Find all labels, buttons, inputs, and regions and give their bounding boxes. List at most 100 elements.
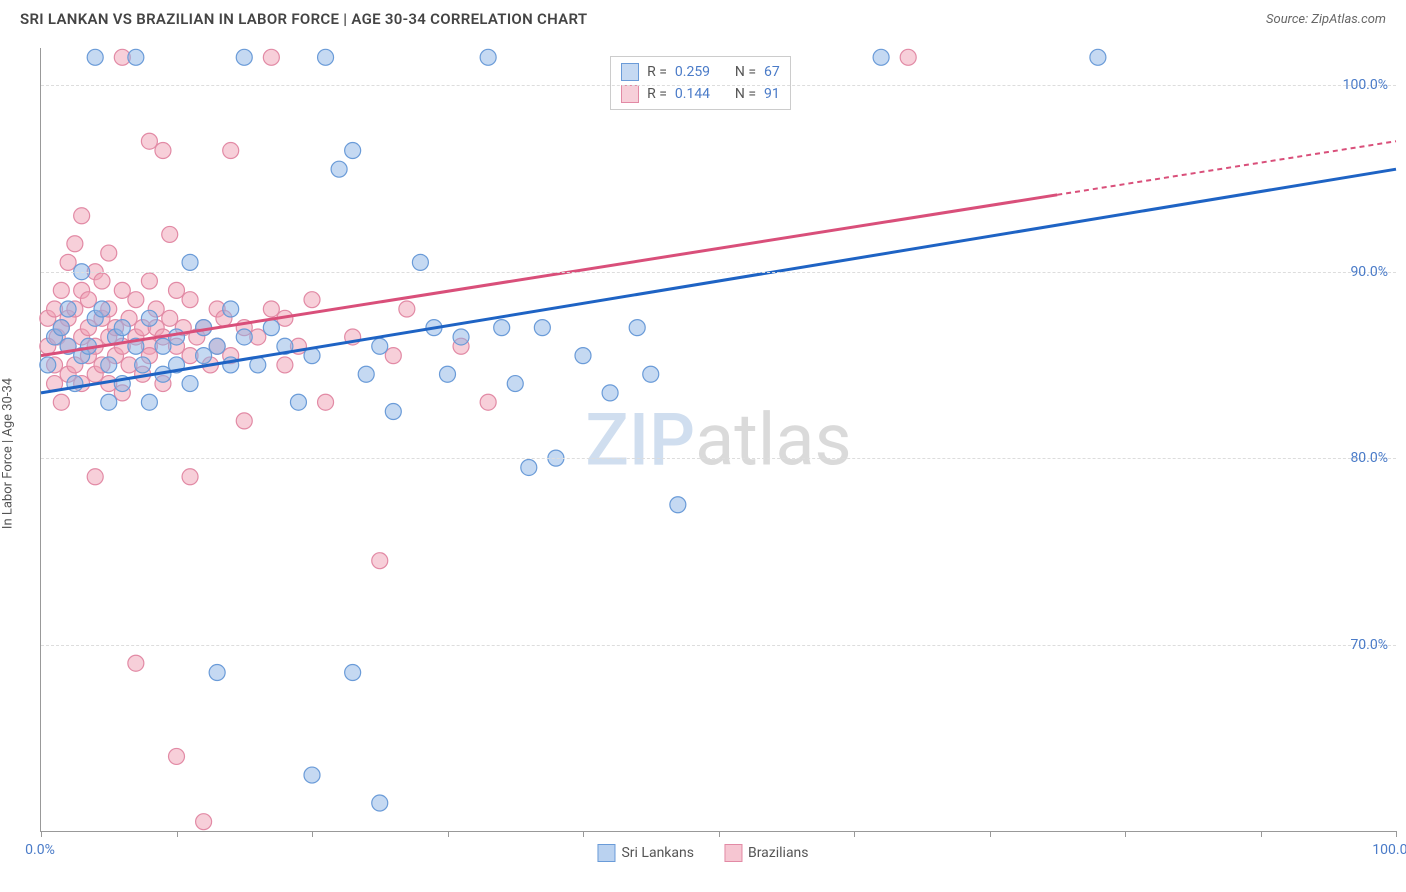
data-point bbox=[53, 394, 69, 410]
data-point bbox=[196, 348, 212, 364]
data-point bbox=[480, 394, 496, 410]
data-point bbox=[162, 226, 178, 242]
data-point bbox=[155, 143, 171, 159]
data-point bbox=[40, 357, 56, 373]
plot-area: ZIPatlas R =0.259N =67R =0.144N =91 70.0… bbox=[40, 48, 1396, 832]
y-tick-label: 100.0% bbox=[1343, 77, 1388, 93]
data-point bbox=[575, 348, 591, 364]
x-tick-label: 0.0% bbox=[25, 842, 55, 858]
data-point bbox=[60, 301, 76, 317]
r-label: R = bbox=[647, 86, 667, 102]
data-point bbox=[196, 814, 212, 830]
data-point bbox=[440, 366, 456, 382]
y-tick-label: 80.0% bbox=[1350, 450, 1388, 466]
data-point bbox=[60, 254, 76, 270]
data-point bbox=[169, 282, 185, 298]
grid-line bbox=[41, 458, 1396, 459]
y-tick-label: 70.0% bbox=[1350, 637, 1388, 653]
n-value: 91 bbox=[764, 86, 780, 102]
data-point bbox=[162, 310, 178, 326]
data-point bbox=[223, 301, 239, 317]
legend-swatch bbox=[724, 844, 742, 862]
data-point bbox=[101, 245, 117, 261]
data-point bbox=[114, 320, 130, 336]
legend-label: Brazilians bbox=[748, 845, 809, 861]
data-point bbox=[169, 748, 185, 764]
data-point bbox=[236, 413, 252, 429]
data-point bbox=[94, 273, 110, 289]
data-point bbox=[80, 292, 96, 308]
data-point bbox=[141, 310, 157, 326]
data-point bbox=[521, 459, 537, 475]
legend-series-item: Brazilians bbox=[724, 844, 809, 862]
chart-title: SRI LANKAN VS BRAZILIAN IN LABOR FORCE |… bbox=[20, 10, 587, 28]
data-point bbox=[182, 469, 198, 485]
data-point bbox=[94, 301, 110, 317]
data-point bbox=[385, 348, 401, 364]
data-point bbox=[128, 49, 144, 65]
data-point bbox=[53, 320, 69, 336]
legend-stat-row: R =0.144N =91 bbox=[621, 83, 780, 105]
grid-line bbox=[41, 85, 1396, 86]
data-point bbox=[141, 133, 157, 149]
data-point bbox=[372, 338, 388, 354]
data-point bbox=[101, 394, 117, 410]
legend-label: Sri Lankans bbox=[621, 845, 694, 861]
data-point bbox=[141, 273, 157, 289]
data-point bbox=[87, 469, 103, 485]
y-axis-label: In Labor Force | Age 30-34 bbox=[1, 378, 16, 529]
plot-svg bbox=[41, 48, 1396, 831]
data-point bbox=[182, 376, 198, 392]
data-point bbox=[169, 329, 185, 345]
legend-swatch bbox=[621, 85, 639, 103]
data-point bbox=[277, 357, 293, 373]
data-point bbox=[1090, 49, 1106, 65]
data-point bbox=[182, 254, 198, 270]
data-point bbox=[263, 49, 279, 65]
legend-series-item: Sri Lankans bbox=[597, 844, 694, 862]
x-tick bbox=[41, 831, 42, 837]
legend-stat-row: R =0.259N =67 bbox=[621, 61, 780, 83]
data-point bbox=[304, 292, 320, 308]
data-point bbox=[74, 208, 90, 224]
trend-line-dashed bbox=[1057, 141, 1396, 195]
r-label: R = bbox=[647, 64, 667, 80]
data-point bbox=[236, 49, 252, 65]
data-point bbox=[480, 49, 496, 65]
grid-line bbox=[41, 645, 1396, 646]
data-point bbox=[643, 366, 659, 382]
x-tick bbox=[719, 831, 720, 837]
x-tick bbox=[1261, 831, 1262, 837]
data-point bbox=[534, 320, 550, 336]
x-tick bbox=[854, 831, 855, 837]
data-point bbox=[873, 49, 889, 65]
data-point bbox=[372, 553, 388, 569]
x-tick-label: 100.0% bbox=[1372, 842, 1406, 858]
data-point bbox=[507, 376, 523, 392]
x-tick bbox=[990, 831, 991, 837]
data-point bbox=[155, 338, 171, 354]
data-point bbox=[494, 320, 510, 336]
r-value: 0.144 bbox=[675, 86, 719, 102]
data-point bbox=[345, 665, 361, 681]
x-tick bbox=[312, 831, 313, 837]
data-point bbox=[345, 143, 361, 159]
data-point bbox=[358, 366, 374, 382]
data-point bbox=[399, 301, 415, 317]
x-tick bbox=[583, 831, 584, 837]
n-label: N = bbox=[735, 64, 756, 80]
x-tick bbox=[1125, 831, 1126, 837]
x-tick bbox=[448, 831, 449, 837]
legend-swatch bbox=[621, 63, 639, 81]
legend-stats: R =0.259N =67R =0.144N =91 bbox=[610, 56, 791, 110]
data-point bbox=[141, 394, 157, 410]
data-point bbox=[318, 394, 334, 410]
data-point bbox=[236, 329, 252, 345]
data-point bbox=[263, 301, 279, 317]
x-tick bbox=[1396, 831, 1397, 837]
grid-line bbox=[41, 272, 1396, 273]
data-point bbox=[629, 320, 645, 336]
data-point bbox=[412, 254, 428, 270]
data-point bbox=[67, 236, 83, 252]
n-value: 67 bbox=[764, 64, 780, 80]
